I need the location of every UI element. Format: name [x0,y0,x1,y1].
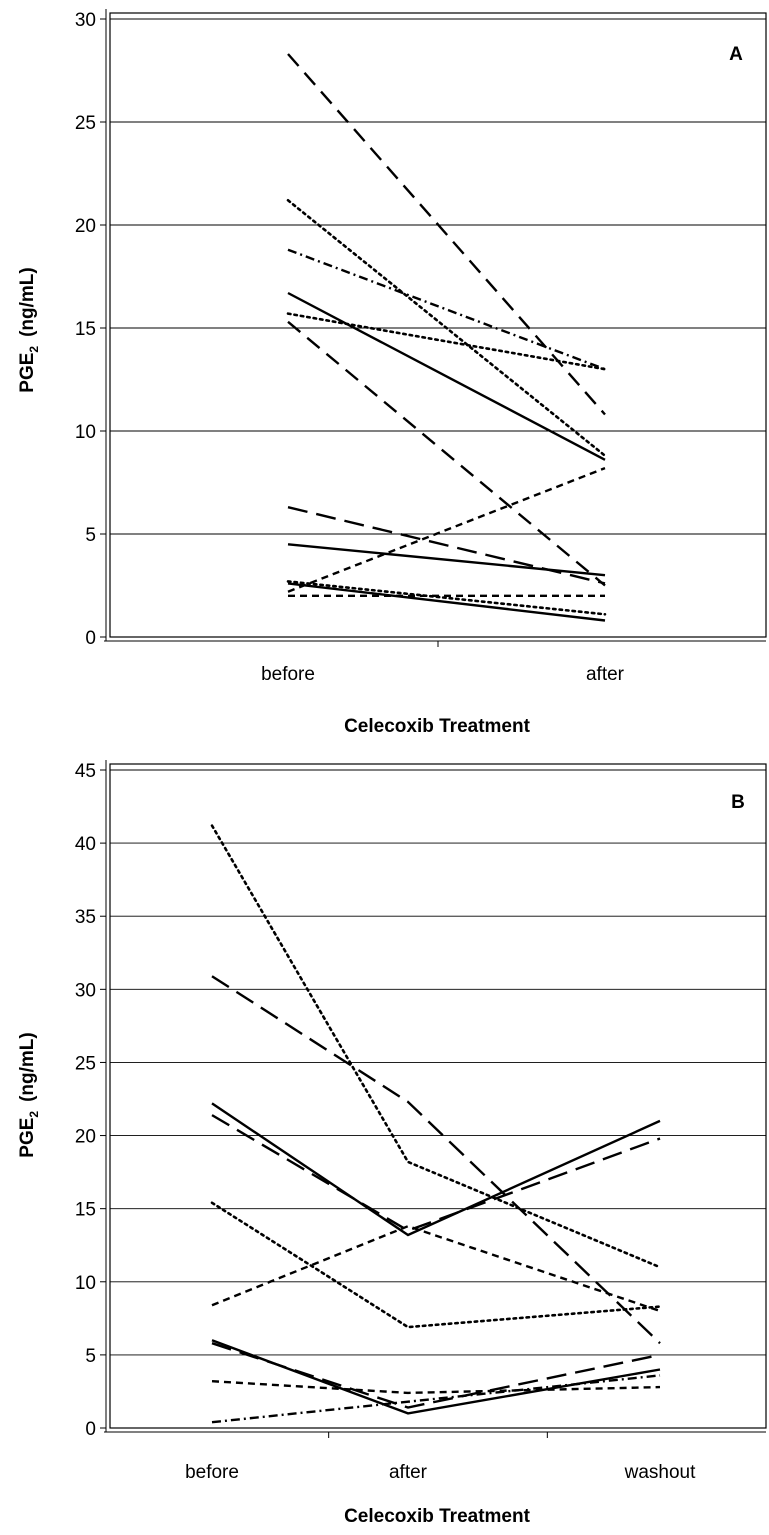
y-tick-label: 20 [75,1127,96,1148]
series-line-10 [287,582,606,622]
y-tick-label: 10 [75,1273,96,1294]
series-line-9 [211,1380,661,1395]
series-line-3 [287,248,606,371]
series-line-4 [287,291,606,461]
y-tick-label: 0 [85,628,96,649]
y-axis-title-subscript: 2 [27,346,41,353]
y-tick-label: 15 [75,319,96,340]
series-line-10 [211,1374,661,1424]
y-tick-label: 40 [75,834,96,855]
y-tick-label: 30 [75,980,96,1001]
chart-panel-b: B Celecoxib Treatment PGE2 (ng/mL) 0 5 10 15… [17,760,767,1527]
y-tick-label: 5 [85,1346,96,1367]
series-line-5 [210,1201,662,1329]
series-line-4 [211,1114,661,1232]
y-tick-label: 25 [75,1053,96,1074]
series-line-11 [286,580,607,616]
plot-frame [109,12,767,638]
y-axis-title: PGE2 (ng/mL) [17,267,41,392]
series-line-6 [211,1224,661,1313]
series-line-8 [211,1342,661,1409]
y-tick-label: 10 [75,422,96,443]
series-line-6 [287,320,606,587]
x-tick-label: after [586,664,625,685]
y-axis-title-unit: (ng/mL) [17,267,38,337]
y-tick-label: 0 [85,1419,96,1440]
series-line-2 [211,975,661,1345]
series-line-1 [210,824,662,1269]
y-tick-label: 30 [75,10,96,31]
y-tick-label: 25 [75,113,96,134]
y-axis-title-main: PGE [17,353,38,393]
x-tick-label: after [389,1462,428,1483]
x-tick-label: before [185,1462,239,1483]
plot-frame [109,763,767,1429]
y-axis-title-subscript: 2 [27,1111,41,1118]
series-line-2 [286,199,607,457]
y-tick-label: 15 [75,1200,96,1221]
x-axis-title: Celecoxib Treatment [344,1506,531,1527]
y-tick-label: 45 [75,761,96,782]
y-tick-label: 35 [75,907,96,928]
x-tick-label: washout [624,1462,696,1483]
series-line-5 [286,312,607,371]
y-axis-title-unit: (ng/mL) [17,1032,38,1102]
y-axis-title-main: PGE [17,1118,38,1158]
panel-label: B [731,792,745,813]
y-tick-label: 20 [75,216,96,237]
series-line-3 [211,1102,661,1237]
x-tick-label: before [261,664,315,685]
chart-panel-a: A Celecoxib Treatment PGE2 (ng/mL) 0 5 10 15… [17,9,767,737]
y-tick-label: 5 [85,525,96,546]
panel-label: A [729,44,743,65]
y-axis-title: PGE2 (ng/mL) [17,1032,41,1157]
series-line-1 [287,53,606,416]
series-line-9 [287,466,606,593]
x-axis-title: Celecoxib Treatment [344,716,531,737]
series-line-8 [287,543,606,577]
